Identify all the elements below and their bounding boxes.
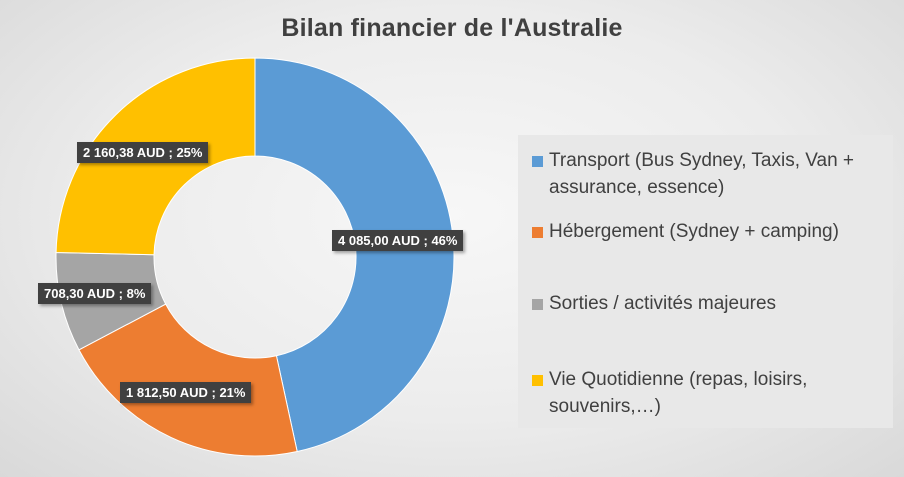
legend-label-transport: Transport (Bus Sydney, Taxis, Van + assu… xyxy=(549,150,855,198)
chart-title: Bilan financier de l'Australie xyxy=(281,14,623,42)
legend-swatch-sorties xyxy=(532,299,543,310)
slice-transport xyxy=(254,57,455,453)
legend-swatch-vie-quotidienne xyxy=(532,375,543,386)
legend-label-vie-quotidienne: Vie Quotidienne (repas, loisirs, souveni… xyxy=(549,369,808,417)
data-label-transport: 4 085,00 AUD ; 46% xyxy=(332,230,464,251)
legend-label-hebergement: Hébergement (Sydney + camping) xyxy=(549,221,839,242)
legend-swatch-transport xyxy=(532,156,543,167)
chart-legend: Transport (Bus Sydney, Taxis, Van + assu… xyxy=(518,135,893,428)
legend-item-sorties: Sorties / activités majeures xyxy=(532,290,882,317)
data-label-hebergement: 1 812,50 AUD ; 21% xyxy=(120,382,252,403)
legend-swatch-hebergement xyxy=(532,227,543,238)
legend-label-sorties: Sorties / activités majeures xyxy=(549,293,777,314)
legend-item-vie-quotidienne: Vie Quotidienne (repas, loisirs, souveni… xyxy=(532,366,882,420)
legend-item-hebergement: Hébergement (Sydney + camping) xyxy=(532,218,882,245)
data-label-sorties: 708,30 AUD ; 8% xyxy=(38,283,152,304)
slice-hebergement xyxy=(78,303,298,457)
data-label-vie-quotidienne: 2 160,38 AUD ; 25% xyxy=(77,142,209,163)
legend-item-transport: Transport (Bus Sydney, Taxis, Van + assu… xyxy=(532,147,882,201)
